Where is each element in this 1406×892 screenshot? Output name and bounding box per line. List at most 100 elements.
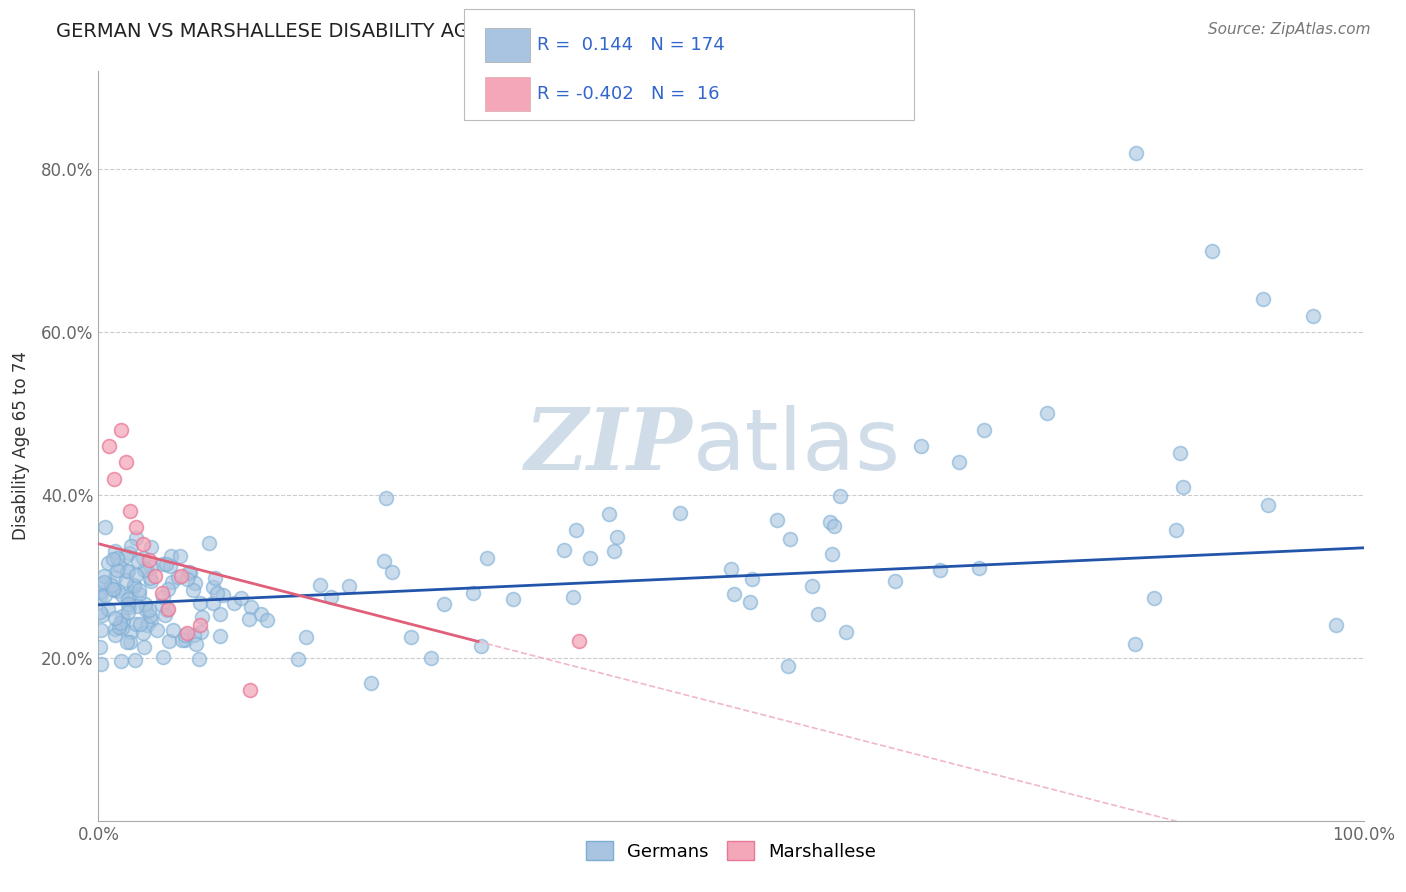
Point: [319, 590, 342, 604]
Y-axis label: Disability Age 65 to 74: Disability Age 65 to 74: [11, 351, 30, 541]
Point: [153, 608, 176, 623]
Point: [89, 589, 111, 603]
Point: [96, 601, 118, 615]
Point: [1036, 406, 1059, 420]
Point: [176, 626, 198, 640]
Point: [256, 613, 278, 627]
Point: [115, 635, 138, 649]
Point: [169, 569, 191, 583]
Point: [118, 635, 141, 649]
Point: [475, 550, 498, 565]
Point: [807, 607, 830, 622]
Point: [156, 602, 179, 616]
Point: [115, 573, 138, 587]
Point: [135, 562, 157, 576]
Point: [152, 557, 174, 571]
Point: [779, 533, 801, 547]
Point: [150, 598, 173, 612]
Point: [738, 595, 761, 609]
Point: [115, 455, 138, 469]
Point: [93, 575, 115, 590]
Point: [201, 580, 224, 594]
Point: [1251, 293, 1274, 307]
Point: [108, 620, 131, 634]
Point: [159, 549, 181, 563]
Point: [132, 551, 155, 566]
Point: [105, 563, 128, 577]
Point: [160, 574, 183, 589]
Point: [1171, 480, 1194, 494]
Point: [111, 609, 134, 624]
Point: [117, 591, 139, 606]
Point: [111, 613, 134, 627]
Point: [93, 569, 115, 583]
Point: [152, 650, 174, 665]
Point: [373, 554, 395, 568]
Point: [337, 579, 360, 593]
Point: [118, 546, 141, 560]
Point: [197, 536, 219, 550]
Point: [190, 596, 212, 610]
Point: [174, 633, 197, 648]
Point: [131, 626, 153, 640]
Point: [287, 652, 309, 666]
Point: [132, 537, 155, 551]
Point: [115, 549, 138, 563]
Point: [97, 439, 120, 453]
Point: [157, 602, 180, 616]
Point: [135, 603, 157, 617]
Point: [928, 562, 950, 576]
Point: [603, 544, 626, 558]
Point: [108, 558, 131, 573]
Point: [461, 585, 484, 599]
Point: [179, 566, 201, 581]
Point: [139, 560, 162, 574]
Point: [1302, 309, 1324, 323]
Point: [104, 628, 127, 642]
Point: [89, 640, 111, 655]
Point: [910, 439, 932, 453]
Point: [157, 633, 180, 648]
Point: [553, 543, 575, 558]
Point: [104, 622, 127, 636]
Point: [138, 603, 160, 617]
Point: [120, 504, 141, 518]
Point: [766, 513, 789, 527]
Point: [568, 634, 591, 648]
Point: [110, 654, 132, 668]
Point: [128, 616, 150, 631]
Point: [723, 587, 745, 601]
Point: [169, 549, 191, 563]
Point: [174, 628, 197, 642]
Point: [96, 557, 118, 571]
Point: [381, 566, 404, 580]
Point: [187, 652, 209, 666]
Point: [823, 518, 845, 533]
Point: [150, 585, 173, 599]
Point: [138, 553, 160, 567]
Point: [375, 491, 398, 506]
Point: [179, 566, 201, 580]
Point: [172, 632, 194, 647]
Point: [948, 455, 970, 469]
Point: [669, 506, 692, 520]
Point: [820, 515, 842, 529]
Point: [432, 597, 454, 611]
Point: [125, 617, 148, 632]
Point: [117, 597, 139, 611]
Legend: Germans, Marshallese: Germans, Marshallese: [579, 834, 883, 868]
Point: [139, 571, 162, 585]
Point: [776, 658, 799, 673]
Point: [122, 578, 145, 592]
Point: [231, 591, 253, 605]
Point: [162, 624, 184, 638]
Point: [208, 607, 231, 621]
Point: [125, 567, 148, 582]
Point: [124, 579, 146, 593]
Point: [208, 629, 231, 643]
Point: [598, 507, 620, 521]
Point: [1168, 446, 1191, 460]
Point: [801, 578, 824, 592]
Point: [105, 551, 128, 566]
Text: atlas: atlas: [693, 404, 901, 488]
